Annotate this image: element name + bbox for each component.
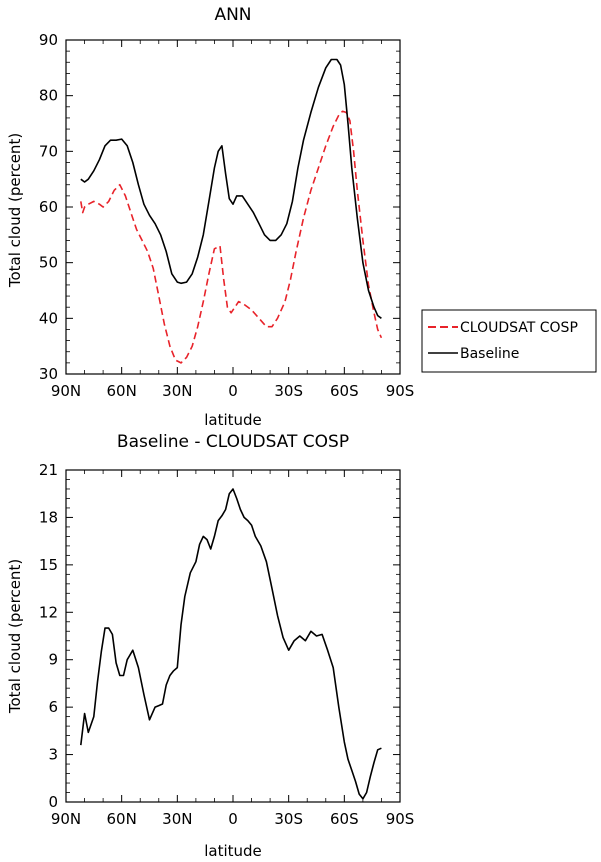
top-chart-ylabel: Total cloud (percent) [6,133,24,288]
bottom-chart-ytick-label: 15 [39,556,58,574]
bottom-chart-series-baseline-cloudsat-cosp [80,488,382,800]
top-chart-title: ANN [214,5,251,25]
bottom-chart-ytick-label: 3 [48,746,58,764]
bottom-chart-ytick-label: 21 [39,461,58,479]
bottom-chart-xtick-label: 90N [51,810,81,828]
bottom-chart-ytick-label: 0 [48,793,58,811]
top-chart-xtick-label: 90N [51,382,81,400]
bottom-chart-xtick-label: 60N [107,810,137,828]
top-chart-series [80,58,383,364]
bottom-chart-xtick-label: 30S [274,810,303,828]
top-chart-series-cloudsat-cosp [80,110,383,364]
legend-label-cloudsat: CLOUDSAT COSP [460,320,578,336]
top-chart-legend: CLOUDSAT COSP Baseline [421,309,597,373]
bottom-chart-xlabel: latitude [204,842,262,860]
top-chart-xtick-label: 0 [228,382,238,400]
top-chart-ytick-label: 70 [39,142,58,160]
top-chart-ytick-label: 30 [39,365,58,383]
top-chart-ticks: 30 40 50 60 70 80 90 90N 60N 30N 0 30S 60S 90S [39,31,414,400]
bottom-chart-xtick-label: 60S [330,810,359,828]
bottom-chart-ylabel: Total cloud (percent) [6,559,24,714]
bottom-chart-ytick-label: 12 [39,603,58,621]
top-chart-xtick-label: 30S [274,382,303,400]
top-chart-series-baseline [80,58,382,319]
bottom-chart-xtick-label: 30N [162,810,192,828]
legend-frame [421,309,597,373]
top-chart-ytick-label: 90 [39,31,58,49]
top-chart-panel: ANN latitude Total cloud (percent) 30 40 5… [6,5,414,429]
top-chart-xtick-label: 60N [107,382,137,400]
bottom-chart-series [80,488,382,800]
top-chart-xtick-label: 60S [330,382,359,400]
bottom-chart-panel: Baseline - CLOUDSAT COSP latitude Total … [6,432,414,860]
legend-label-baseline: Baseline [460,346,519,362]
bottom-chart-ytick-label: 6 [48,698,58,716]
bottom-chart-ticks: 0 3 6 9 12 15 18 21 90N 60N 30N 0 30S 60S 90S [39,461,414,828]
top-chart-ytick-label: 50 [39,254,58,272]
bottom-chart-title: Baseline - CLOUDSAT COSP [117,432,349,452]
bottom-chart-xtick-label: 0 [228,810,238,828]
top-chart-xtick-label: 90S [386,382,415,400]
top-chart-ytick-label: 40 [39,309,58,327]
bottom-chart-ytick-label: 9 [48,651,58,669]
top-chart-xtick-label: 30N [162,382,192,400]
top-chart-ytick-label: 80 [39,87,58,105]
top-chart-ytick-label: 60 [39,198,58,216]
top-chart-frame [65,39,401,375]
bottom-chart-frame [65,469,401,803]
top-chart-xlabel: latitude [204,411,262,429]
bottom-chart-xtick-label: 90S [386,810,415,828]
bottom-chart-ytick-label: 18 [39,508,58,526]
